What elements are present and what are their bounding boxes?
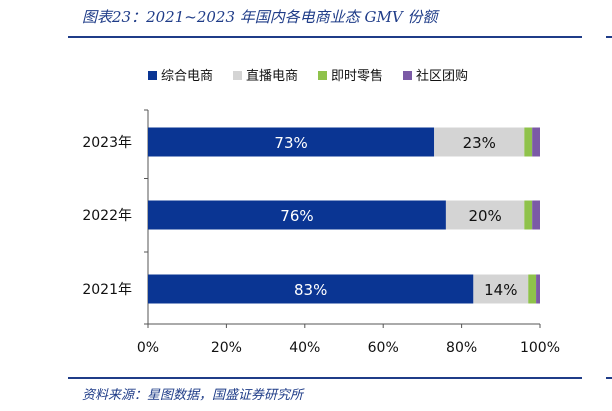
source-note: 资料来源：星图数据，国盛证券研究所 (82, 388, 304, 403)
data-label-2022年-series-2: 20% (468, 207, 501, 225)
bar-2023年-series-3 (524, 127, 533, 157)
x-tick-label-3: 40% (289, 340, 320, 356)
bar-2021年-series-3 (528, 274, 537, 304)
legend-label-4: 社区团购 (416, 68, 468, 84)
legend-swatch-4 (403, 71, 412, 80)
data-label-2021年-series-2: 14% (484, 281, 517, 299)
category-label-3: 2021年 (82, 282, 132, 298)
data-label-2022年-series-1: 76% (280, 207, 313, 225)
bar-2022年-series-4 (532, 200, 540, 230)
footer-rule-edge (606, 377, 612, 379)
legend-label-3: 即时零售 (331, 68, 383, 84)
data-label-2023年-series-2: 23% (463, 134, 496, 152)
chart-title: 图表23：2021~2023 年国内各电商业态 GMV 份额 (82, 8, 438, 26)
header-rule-edge (606, 36, 612, 38)
x-tick-label-5: 80% (446, 340, 477, 356)
data-label-2021年-series-1: 83% (294, 281, 327, 299)
footer-rule (68, 377, 582, 379)
category-label-1: 2023年 (82, 135, 132, 151)
bar-2021年-series-1 (148, 274, 474, 304)
bar-2023年-series-4 (532, 127, 540, 157)
legend-swatch-2 (233, 71, 242, 80)
bar-2022年-series-3 (524, 200, 533, 230)
data-label-2023年-series-1: 73% (274, 134, 307, 152)
bar-2023年-series-2 (434, 127, 525, 157)
legend-swatch-3 (318, 71, 327, 80)
x-tick-label-4: 60% (368, 340, 399, 356)
bar-2021年-series-4 (536, 274, 540, 304)
category-label-2: 2022年 (82, 208, 132, 224)
bar-2023年-series-1 (148, 127, 435, 157)
bar-2021年-series-2 (473, 274, 529, 304)
bar-2022年-series-1 (148, 200, 446, 230)
x-tick-label-6: 100% (520, 340, 560, 356)
legend-swatch-1 (148, 71, 157, 80)
header-rule (68, 36, 582, 38)
bar-2022年-series-2 (445, 200, 525, 230)
legend-label-2: 直播电商 (246, 69, 298, 84)
x-tick-label-1: 0% (137, 340, 159, 356)
x-tick-label-2: 20% (211, 340, 242, 356)
legend-label-1: 综合电商 (161, 69, 213, 84)
